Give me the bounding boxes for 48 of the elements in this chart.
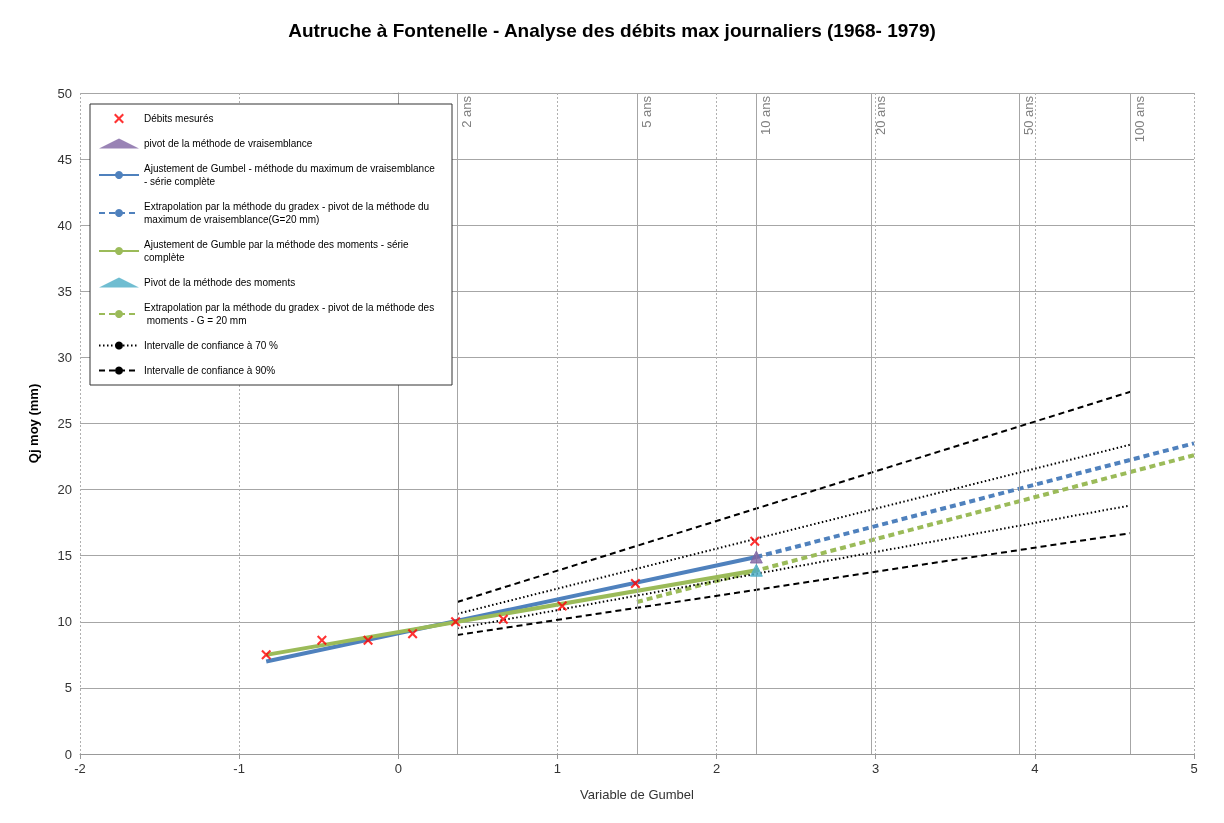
x-tick-label: 1 bbox=[553, 761, 562, 776]
legend-label: Ajustement de Gumble par la méthode des moments - série complète bbox=[144, 239, 412, 263]
x-tick-label: -1 bbox=[233, 761, 245, 776]
legend-label: Intervalle de confiance à 70 % bbox=[144, 340, 279, 351]
y-tick-label: 5 bbox=[64, 680, 72, 696]
legend-label: Ajustement de Gumbel - méthode du maximum de vraisemblance - série complète bbox=[144, 163, 438, 187]
point bbox=[749, 536, 760, 547]
y-tick-label: 45 bbox=[57, 151, 72, 167]
y-tick-label: 10 bbox=[57, 614, 72, 630]
x-tick-label: 2 bbox=[712, 761, 721, 776]
point bbox=[261, 649, 272, 660]
ref-line-label: 10 ans bbox=[758, 95, 774, 136]
ref-line-label: 50 ans bbox=[1020, 95, 1036, 136]
x-tick-label: -2 bbox=[74, 761, 86, 776]
point bbox=[450, 616, 461, 627]
x-tick-label: 4 bbox=[1031, 761, 1039, 776]
x-tick-label: 5 bbox=[1190, 761, 1198, 776]
y-tick-label: 50 bbox=[57, 85, 72, 101]
point bbox=[557, 600, 568, 611]
ref-line-label: 20 ans bbox=[872, 95, 888, 136]
legend-label: Extrapolation par la méthode du gradex - pivot de la méthode des moments - G = 20 mm bbox=[144, 302, 435, 326]
point bbox=[498, 614, 509, 625]
x-tick-label: 0 bbox=[394, 761, 402, 776]
y-tick-label: 35 bbox=[57, 283, 72, 299]
point bbox=[630, 578, 641, 589]
x-axis-title: Variable de Gumbel bbox=[580, 787, 695, 802]
point bbox=[316, 635, 327, 646]
x-tick-label: 3 bbox=[872, 761, 880, 776]
legend-label: Extrapolation par la méthode du gradex - pivot de la méthode du maximum de vraisemblance(G=20 mm) bbox=[144, 201, 432, 225]
point bbox=[749, 550, 763, 564]
legend-label: pivot de la méthode de vraisemblance bbox=[144, 138, 313, 149]
legend-label: Débits mesurés bbox=[144, 113, 214, 124]
ref-line-label: 100 ans bbox=[1132, 95, 1148, 143]
y-tick-label: 30 bbox=[57, 349, 72, 365]
chart-title: Autruche à Fontenelle - Analyse des débits max journaliers (1968- 1979) bbox=[288, 20, 936, 41]
ref-line-label: 2 ans bbox=[459, 95, 475, 128]
point bbox=[407, 628, 418, 639]
ref-line-label: 5 ans bbox=[639, 95, 654, 128]
y-tick-label: 0 bbox=[64, 746, 72, 762]
legend-label: Intervalle de confiance à 90% bbox=[144, 365, 276, 376]
y-tick-label: 25 bbox=[57, 416, 72, 431]
y-axis-title: Qj moy (mm) bbox=[26, 383, 41, 464]
y-tick-label: 20 bbox=[57, 482, 72, 498]
y-tick-label: 40 bbox=[57, 217, 72, 233]
point bbox=[749, 563, 763, 577]
y-tick-label: 15 bbox=[57, 548, 72, 564]
point bbox=[363, 635, 374, 646]
legend-label: Pivot de la méthode des moments bbox=[144, 277, 296, 288]
